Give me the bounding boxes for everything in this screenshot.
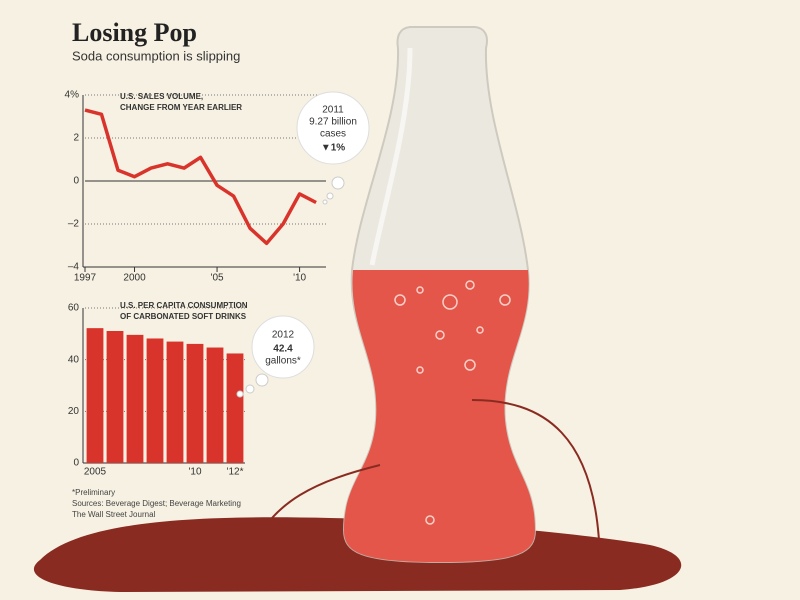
bar <box>226 353 244 463</box>
annotation: 2012 <box>272 330 295 341</box>
callout-dot <box>255 373 269 387</box>
annotation: 9.27 billion <box>309 117 357 128</box>
y-tick-label: 40 <box>68 354 80 365</box>
note: The Wall Street Journal <box>72 510 156 519</box>
y-tick-label: 0 <box>73 176 79 187</box>
note: Sources: Beverage Digest; Beverage Marke… <box>72 499 241 508</box>
highlight <box>369 47 413 266</box>
soda <box>344 270 535 562</box>
callout-dot <box>322 199 328 205</box>
y-tick-label: –4 <box>68 262 80 273</box>
subtitle: Soda consumption is slipping <box>72 48 240 63</box>
bar <box>146 338 164 463</box>
note: *Preliminary <box>72 488 115 497</box>
y-tick-label: 2 <box>73 133 79 144</box>
annotation: cases <box>320 129 346 140</box>
annotation: 42.4 <box>273 344 293 355</box>
callout-dot <box>326 192 334 200</box>
bar <box>126 334 144 463</box>
y-tick-label: 4% <box>65 90 80 101</box>
chart-title: U.S. PER CAPITA CONSUMPTION <box>120 301 248 310</box>
bar <box>206 347 224 463</box>
bar <box>106 330 124 463</box>
annotation: gallons* <box>265 356 301 367</box>
drip <box>249 464 381 556</box>
line <box>84 108 317 246</box>
callout <box>296 91 370 165</box>
callout-dot <box>236 390 244 398</box>
x-tick-label: 2005 <box>84 467 107 478</box>
bar <box>186 343 204 463</box>
bubbles <box>394 280 511 525</box>
chart-title: U.S. SALES VOLUME, <box>120 92 203 101</box>
callout-dot <box>331 176 345 190</box>
x-tick-label: '10 <box>188 467 201 478</box>
annotation: 2011 <box>322 105 344 116</box>
callout <box>251 315 315 379</box>
callout-dot <box>245 384 255 394</box>
y-tick-label: 20 <box>68 406 80 417</box>
x-tick-label: '12* <box>227 467 244 478</box>
bar <box>166 341 184 463</box>
bar <box>86 328 104 463</box>
y-tick-label: –2 <box>68 219 80 230</box>
drip <box>471 399 601 571</box>
chart-title: OF CARBONATED SOFT DRINKS <box>120 312 247 321</box>
y-tick-label: 60 <box>68 303 80 314</box>
chart-title: CHANGE FROM YEAR EARLIER <box>120 103 242 112</box>
title: Losing Pop <box>72 18 197 47</box>
x-tick-label: '05 <box>211 273 224 284</box>
x-tick-label: '10 <box>293 273 306 284</box>
annotation: ▼1% <box>321 143 345 154</box>
x-tick-label: 1997 <box>74 273 97 284</box>
x-tick-label: 2000 <box>123 273 146 284</box>
y-tick-label: 0 <box>73 458 79 469</box>
